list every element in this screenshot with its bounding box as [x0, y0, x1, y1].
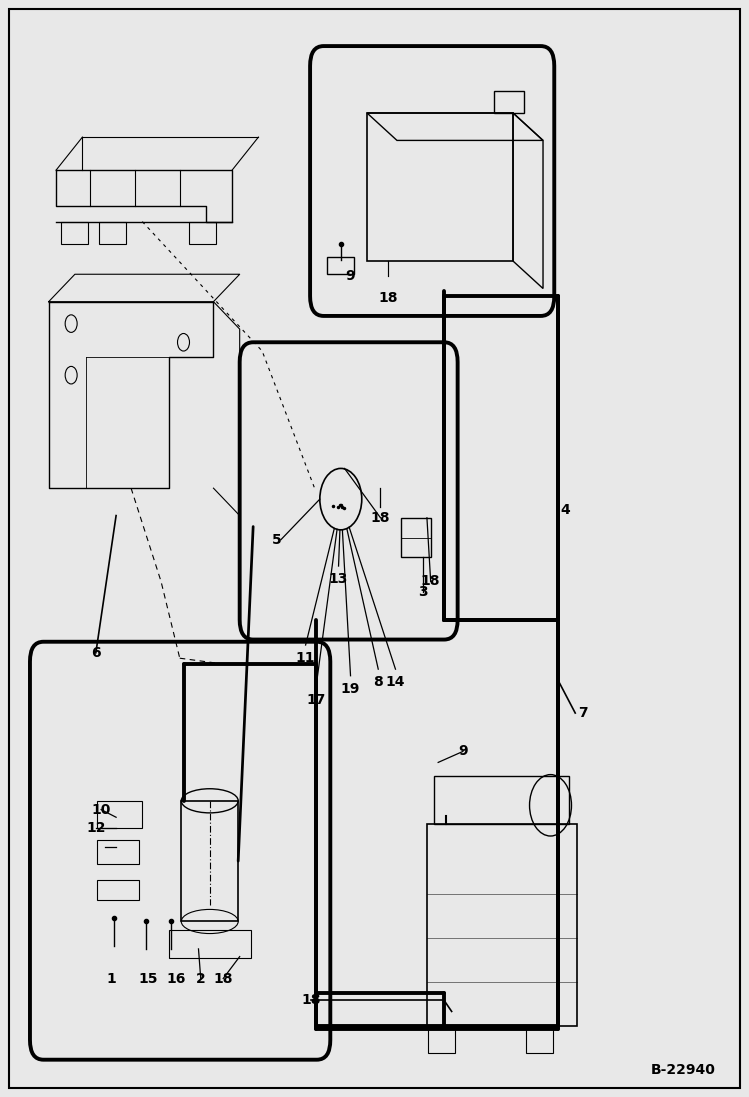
Text: 14: 14: [386, 676, 405, 689]
Text: 18: 18: [378, 292, 398, 305]
Bar: [367, 113, 513, 261]
Bar: [99, 222, 126, 244]
Bar: [494, 91, 524, 113]
Text: B-22940: B-22940: [650, 1063, 715, 1077]
Text: 18: 18: [421, 575, 440, 588]
Text: 19: 19: [341, 682, 360, 695]
Bar: [327, 257, 354, 274]
Text: 16: 16: [166, 972, 186, 985]
Text: 12: 12: [86, 822, 106, 835]
Bar: [189, 222, 216, 244]
Bar: [169, 930, 251, 958]
Bar: [97, 880, 139, 900]
Text: 9: 9: [346, 270, 355, 283]
Text: 8: 8: [373, 676, 383, 689]
Text: 13: 13: [329, 573, 348, 586]
Text: 18: 18: [301, 994, 321, 1007]
Text: 4: 4: [560, 504, 571, 517]
Text: 18: 18: [371, 511, 390, 524]
Text: 18: 18: [213, 972, 233, 985]
Bar: [434, 776, 569, 824]
Text: 10: 10: [91, 803, 111, 816]
Bar: [428, 1026, 455, 1053]
Text: 7: 7: [578, 706, 587, 720]
Text: 6: 6: [91, 646, 100, 659]
Text: 3: 3: [419, 586, 428, 599]
Bar: [97, 801, 142, 828]
Text: 2: 2: [195, 972, 206, 985]
Bar: [61, 222, 88, 244]
Text: 9: 9: [458, 745, 467, 758]
Bar: [427, 824, 577, 1026]
Text: 17: 17: [306, 693, 326, 706]
Text: 1: 1: [106, 972, 116, 985]
Bar: [526, 1026, 553, 1053]
Bar: [97, 840, 139, 864]
Text: 11: 11: [296, 652, 315, 665]
Bar: [181, 801, 238, 921]
Text: 15: 15: [139, 972, 158, 985]
Bar: [401, 518, 431, 557]
Text: 5: 5: [272, 533, 282, 546]
